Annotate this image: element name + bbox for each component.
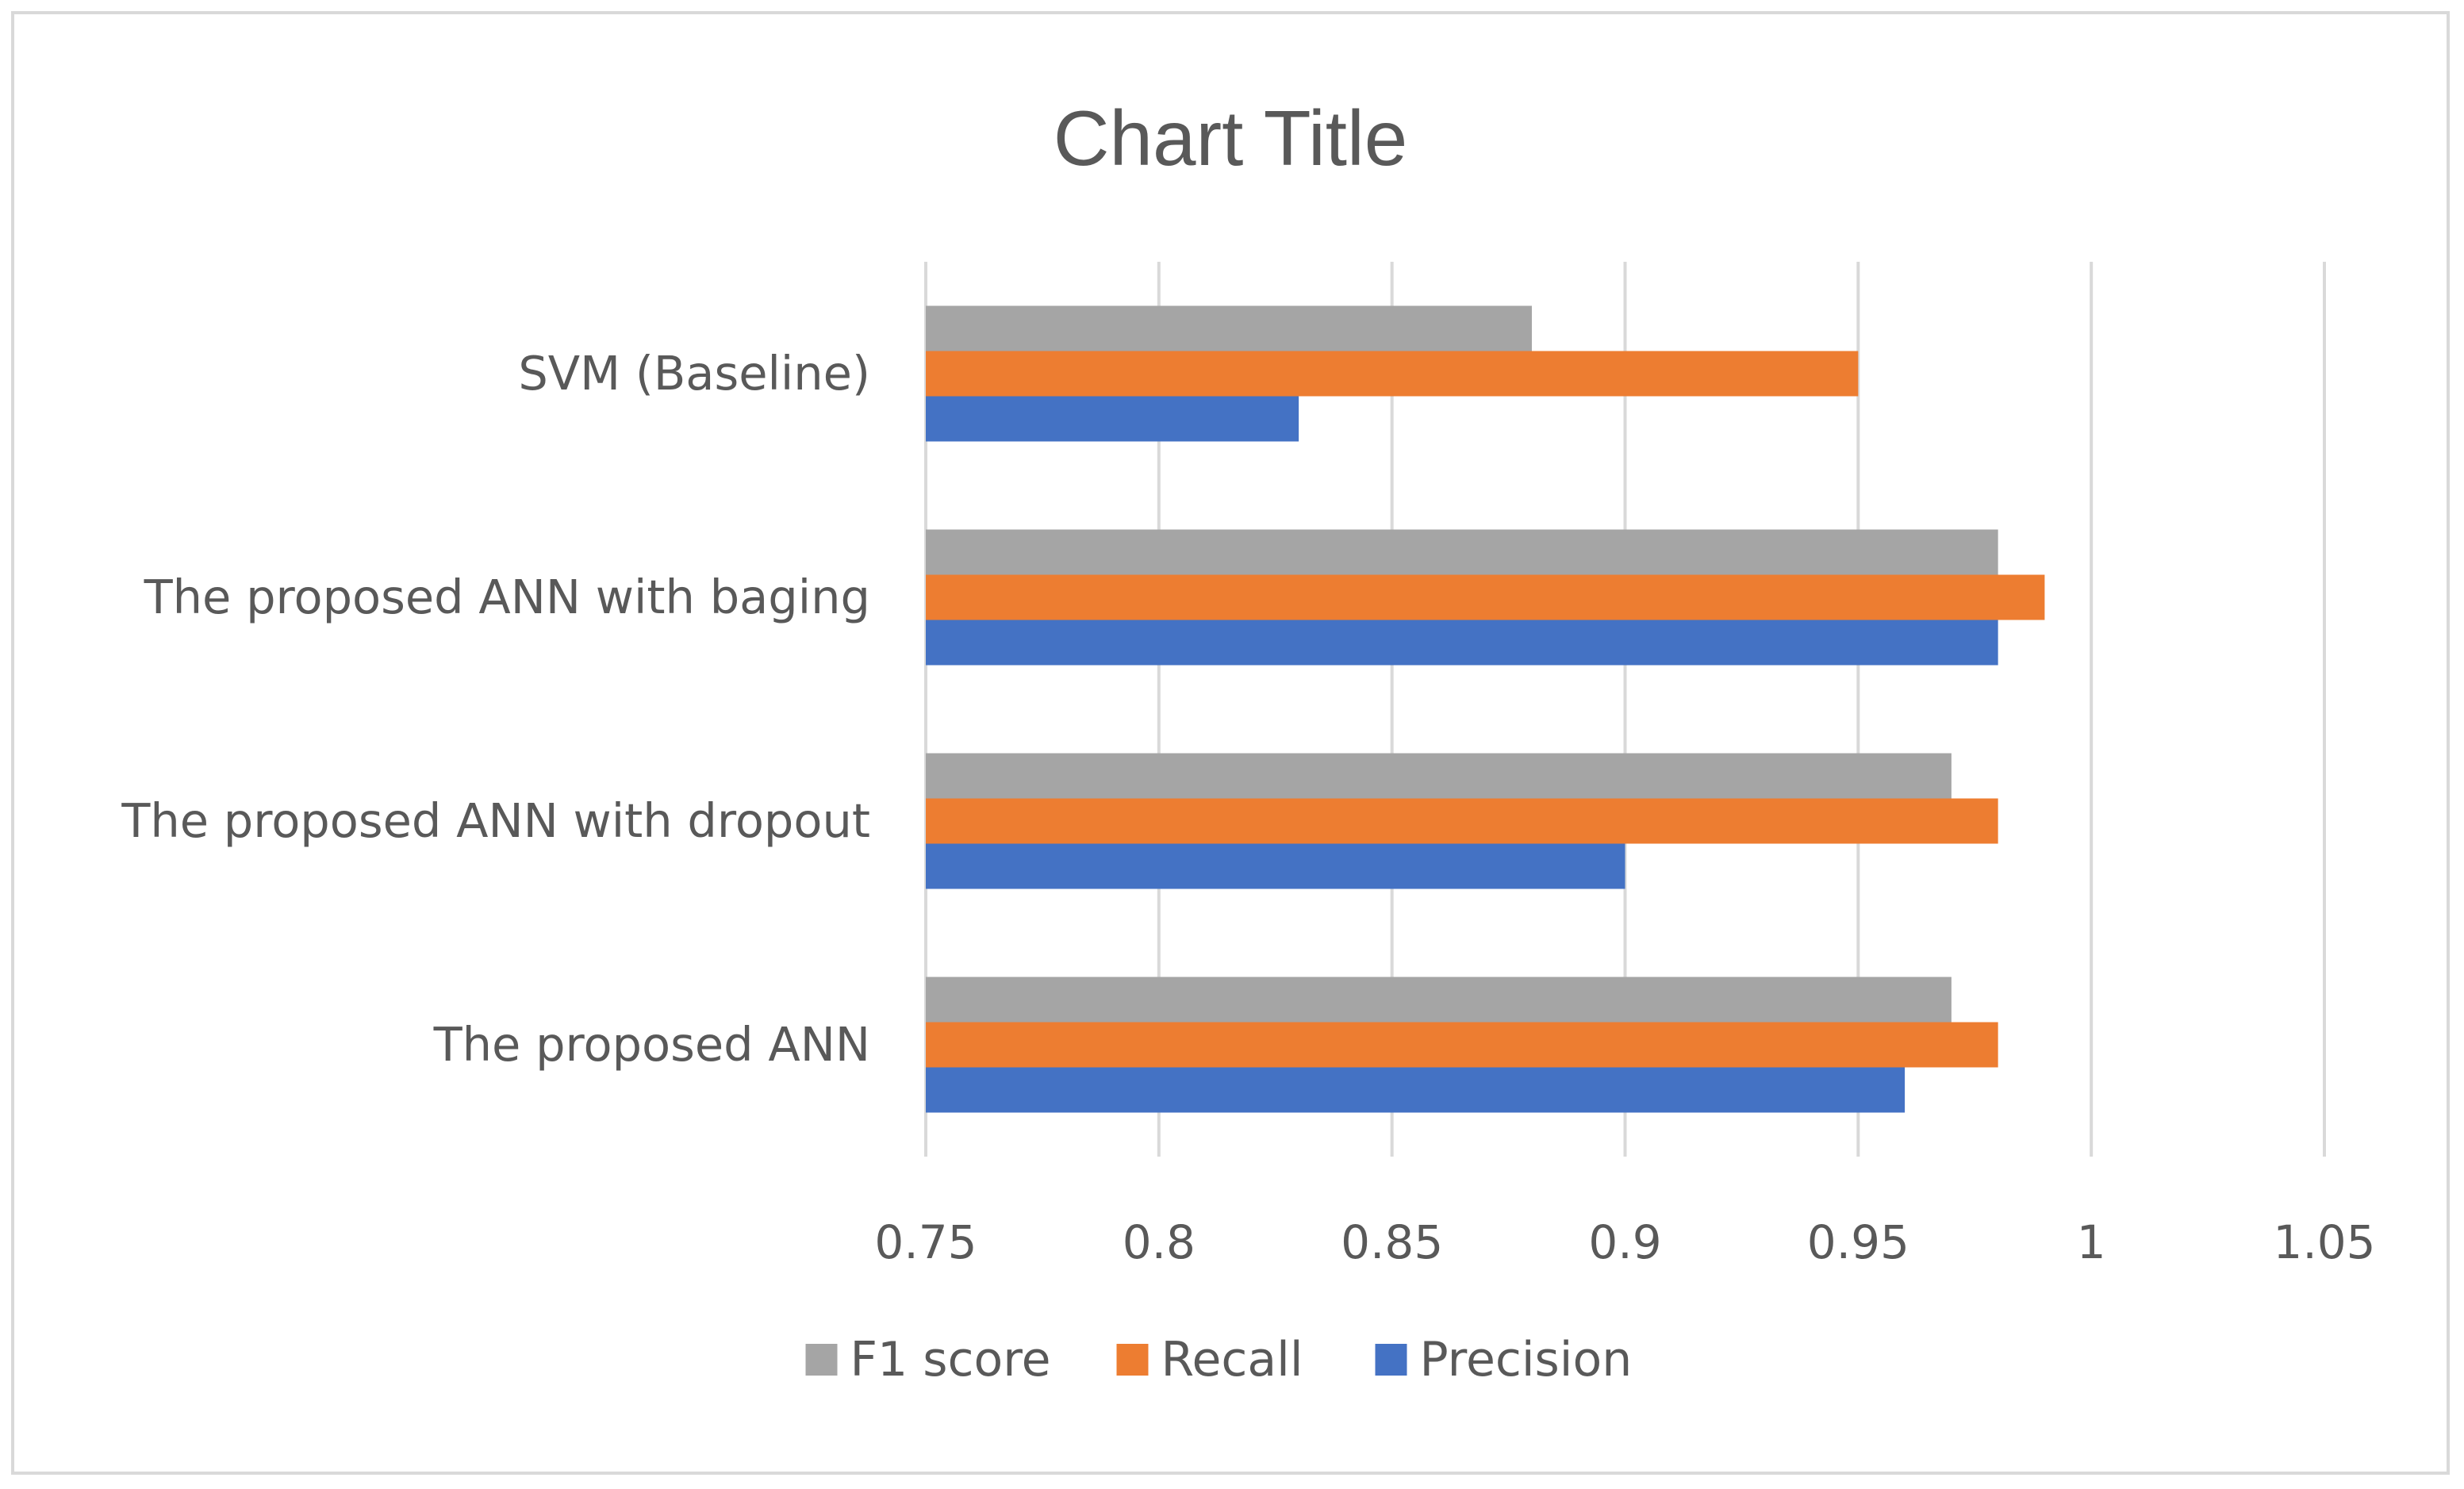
bar-recall-0: [926, 1022, 1998, 1068]
category-label: The proposed ANN with dropout: [121, 793, 870, 848]
bar-recall-2: [926, 574, 2045, 620]
legend-label-recall: Recall: [1161, 1332, 1303, 1387]
legend-label-precision: Precision: [1420, 1332, 1633, 1387]
x-tick-label: 0.9: [1588, 1215, 1661, 1269]
bar-precision-0: [926, 1067, 1906, 1113]
bar-precision-1: [926, 843, 1625, 889]
legend-swatch-precision: [1375, 1344, 1407, 1376]
x-tick-label: 1.05: [2273, 1215, 2375, 1269]
category-label: The proposed ANN with baging: [144, 570, 870, 624]
bar-f1-score-0: [926, 977, 1952, 1023]
x-tick-label: 0.85: [1341, 1215, 1443, 1269]
bar-f1-score-3: [926, 305, 1532, 351]
x-tick-label: 0.8: [1123, 1215, 1196, 1269]
chart-frame: Chart Title The proposed ANN The proposed…: [11, 11, 2450, 1475]
category-label: SVM (Baseline): [518, 346, 870, 401]
bars: [926, 305, 2045, 1113]
bar-recall-3: [926, 351, 1859, 397]
bar-recall-1: [926, 798, 1998, 844]
legend-swatch-f1-score: [805, 1344, 838, 1376]
x-tick-label: 0.75: [874, 1215, 977, 1269]
x-tick-label: 0.95: [1807, 1215, 1909, 1269]
bar-f1-score-1: [926, 753, 1952, 799]
chart-title: Chart Title: [1054, 94, 1408, 182]
category-labels: The proposed ANN The proposed ANN with dr…: [121, 346, 870, 1072]
bar-precision-3: [926, 396, 1299, 442]
legend: F1 score Recall Precision: [805, 1332, 1633, 1387]
bar-precision-2: [926, 620, 1998, 666]
legend-swatch-recall: [1116, 1344, 1149, 1376]
category-label: The proposed ANN: [433, 1017, 870, 1072]
x-tick-label: 1: [2077, 1215, 2106, 1269]
bar-f1-score-2: [926, 529, 1998, 575]
legend-label-f1-score: F1 score: [850, 1332, 1051, 1387]
x-tick-labels: 0.75 0.8 0.85 0.9 0.95 1 1.05: [874, 1215, 2375, 1269]
